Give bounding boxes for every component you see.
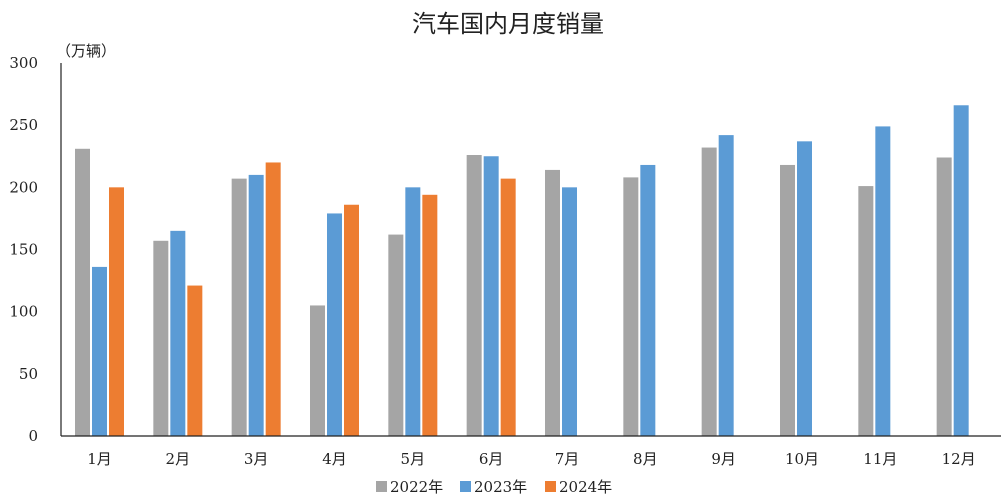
bar-series-group (75, 105, 969, 437)
bar-2023年-2月 (170, 230, 186, 436)
y-tick-label: 300 (9, 54, 38, 72)
x-tick-label: 10月 (785, 450, 819, 468)
y-unit-label: （万辆） (56, 42, 116, 60)
bar-2022年-5月 (388, 234, 404, 436)
y-tick-label: 150 (9, 241, 38, 259)
bar-2023年-4月 (327, 213, 342, 436)
y-tick-label: 200 (9, 178, 38, 196)
bar-2024年-2月 (187, 285, 203, 436)
legend-swatch (376, 481, 387, 492)
bar-2022年-9月 (701, 147, 717, 436)
legend-label: 2022年 (390, 478, 443, 496)
x-axis-categories: 1月 2月 3月 4月 5月 6月 7月 8月 9月 10月 11月 12月 (87, 450, 975, 468)
bar-2023年-3月 (248, 174, 264, 436)
x-tick-label: 2月 (166, 450, 191, 468)
x-tick-label: 5月 (401, 450, 426, 468)
y-tick-label: 100 (9, 303, 38, 321)
bar-2024年-4月 (344, 204, 359, 436)
bar-2022年-2月 (153, 240, 169, 436)
chart-title: 汽车国内月度销量 (412, 10, 604, 38)
x-tick-label: 8月 (633, 450, 658, 468)
bar-2023年-5月 (405, 187, 421, 436)
y-tick-label: 0 (28, 427, 38, 445)
bar-2023年-9月 (718, 135, 734, 436)
bar-2022年-12月 (936, 157, 952, 436)
legend: 2022年 2023年 2024年 (376, 478, 612, 496)
bar-2022年-1月 (75, 148, 90, 437)
legend-label: 2024年 (559, 478, 612, 496)
y-tick-label: 50 (19, 365, 38, 383)
bar-2023年-10月 (797, 141, 812, 436)
bar-2023年-8月 (640, 164, 656, 436)
bar-2023年-11月 (875, 126, 891, 436)
y-tick-label: 250 (9, 116, 38, 134)
bar-2024年-5月 (422, 194, 438, 436)
bar-2022年-8月 (623, 177, 639, 437)
legend-swatch (460, 481, 471, 492)
bar-2024年-6月 (500, 178, 516, 436)
x-tick-label: 9月 (711, 450, 736, 468)
bar-2022年-7月 (545, 169, 560, 436)
bar-2022年-10月 (780, 164, 795, 436)
bar-2022年-6月 (466, 155, 482, 437)
bar-2023年-6月 (483, 156, 499, 436)
bar-2022年-4月 (310, 305, 325, 436)
bar-2024年-3月 (265, 162, 281, 436)
x-tick-label: 4月 (322, 450, 347, 468)
bar-2022年-11月 (858, 186, 874, 436)
bar-2023年-1月 (92, 266, 107, 436)
x-tick-label: 7月 (555, 450, 580, 468)
x-tick-label: 12月 (942, 450, 976, 468)
x-tick-label: 3月 (244, 450, 269, 468)
bar-2023年-12月 (953, 105, 969, 437)
bar-2022年-3月 (231, 178, 247, 436)
bar-2023年-7月 (562, 187, 577, 436)
y-axis-ticks: 0 50 100 150 200 250 300 (9, 54, 38, 445)
bar-2024年-1月 (109, 187, 124, 436)
legend-swatch (545, 481, 556, 492)
x-tick-label: 6月 (479, 450, 504, 468)
x-tick-label: 1月 (87, 450, 112, 468)
x-tick-label: 11月 (863, 450, 897, 468)
legend-label: 2023年 (474, 478, 527, 496)
